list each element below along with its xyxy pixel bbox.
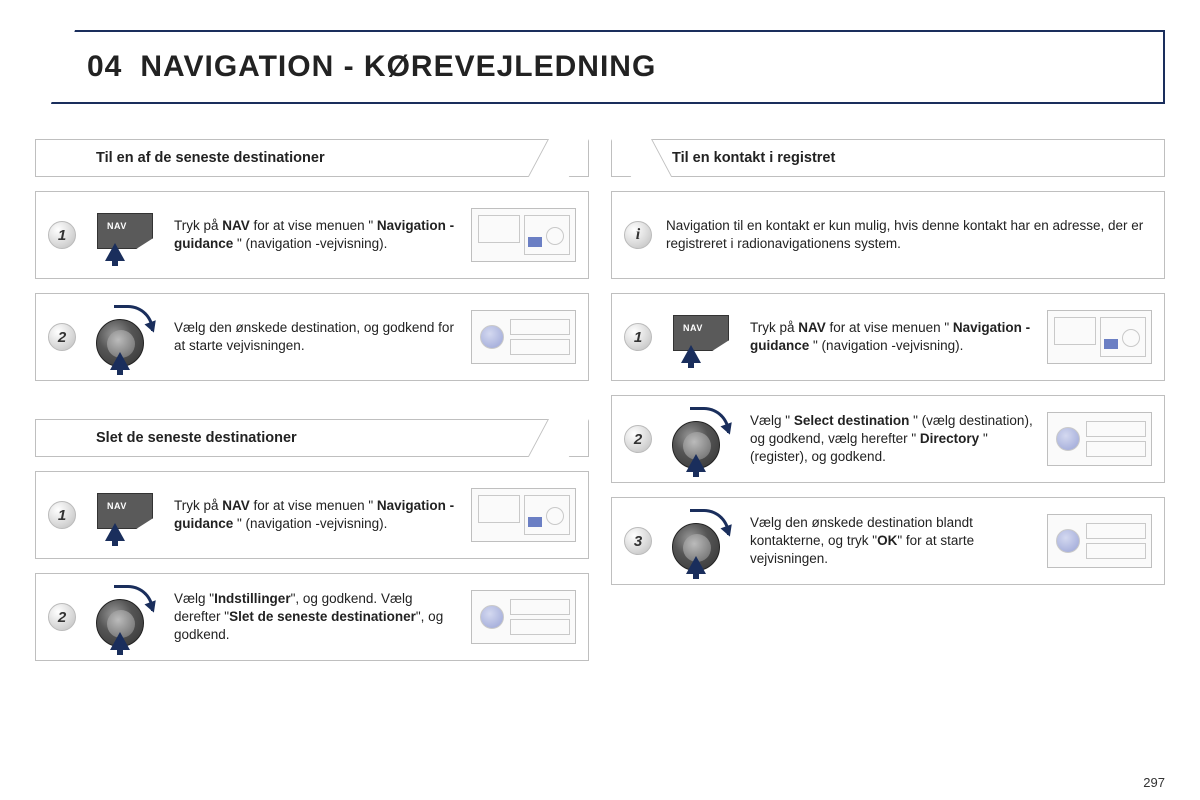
page-title-banner: 04 NAVIGATION - KØREVEJLEDNING	[35, 30, 1165, 104]
step-badge: 1	[48, 501, 76, 529]
step-badge: 2	[624, 425, 652, 453]
step-badge: 3	[624, 527, 652, 555]
console-thumbnail-icon	[1047, 310, 1152, 364]
nav-button-icon: NAV	[666, 307, 736, 367]
section-number: 04	[87, 50, 122, 83]
section-header-delete-recent: Slet de seneste destinationer	[35, 419, 589, 457]
step-text: Tryk på NAV for at vise menuen " Navigat…	[174, 217, 457, 253]
title-text: NAVIGATION - KØREVEJLEDNING	[140, 50, 656, 83]
step-text: Vælg den ønskede destination, og godkend…	[174, 319, 457, 355]
dial-icon	[90, 587, 160, 647]
section-header-label: Slet de seneste destinationer	[96, 430, 297, 446]
nav-button-icon: NAV	[90, 485, 160, 545]
section-header-label: Til en af de seneste destinationer	[96, 150, 325, 166]
content-columns: Til en af de seneste destinationer 1 NAV…	[35, 139, 1165, 661]
section-header-contact: Til en kontakt i registret	[611, 139, 1165, 177]
step-text: Vælg " Select destination " (vælg destin…	[750, 412, 1033, 467]
step-row: 3 Vælg den ønskede destination blandt ko…	[611, 497, 1165, 585]
step-row: 1 NAV Tryk på NAV for at vise menuen " N…	[35, 471, 589, 559]
page-title: 04 NAVIGATION - KØREVEJLEDNING	[87, 50, 1133, 84]
step-row: 2 Vælg " Select destination " (vælg dest…	[611, 395, 1165, 483]
step-text: Vælg "Indstillinger", og godkend. Vælg d…	[174, 590, 457, 645]
console-thumbnail-icon	[471, 310, 576, 364]
info-badge: i	[624, 221, 652, 249]
section-header-label: Til en kontakt i registret	[672, 150, 835, 166]
step-text: Tryk på NAV for at vise menuen " Navigat…	[750, 319, 1033, 355]
console-thumbnail-icon	[471, 488, 576, 542]
console-thumbnail-icon	[1047, 412, 1152, 466]
console-thumbnail-icon	[471, 208, 576, 262]
left-column: Til en af de seneste destinationer 1 NAV…	[35, 139, 589, 661]
step-row: 2 Vælg "Indstillinger", og godkend. Vælg…	[35, 573, 589, 661]
step-badge: 1	[48, 221, 76, 249]
step-badge: 2	[48, 603, 76, 631]
dial-icon	[666, 511, 736, 571]
console-thumbnail-icon	[471, 590, 576, 644]
step-text: Vælg den ønskede destination blandt kont…	[750, 514, 1033, 569]
right-column: Til en kontakt i registret i Navigation …	[611, 139, 1165, 661]
info-row: i Navigation til en kontakt er kun mulig…	[611, 191, 1165, 279]
dial-icon	[90, 307, 160, 367]
section-header-recent: Til en af de seneste destinationer	[35, 139, 589, 177]
step-badge: 1	[624, 323, 652, 351]
step-badge: 2	[48, 323, 76, 351]
page-number: 297	[1143, 775, 1165, 790]
step-row: 2 Vælg den ønskede destination, og godke…	[35, 293, 589, 381]
step-row: 1 NAV Tryk på NAV for at vise menuen " N…	[611, 293, 1165, 381]
dial-icon	[666, 409, 736, 469]
step-row: 1 NAV Tryk på NAV for at vise menuen " N…	[35, 191, 589, 279]
nav-button-icon: NAV	[90, 205, 160, 265]
info-text: Navigation til en kontakt er kun mulig, …	[666, 211, 1152, 259]
console-thumbnail-icon	[1047, 514, 1152, 568]
step-text: Tryk på NAV for at vise menuen " Navigat…	[174, 497, 457, 533]
